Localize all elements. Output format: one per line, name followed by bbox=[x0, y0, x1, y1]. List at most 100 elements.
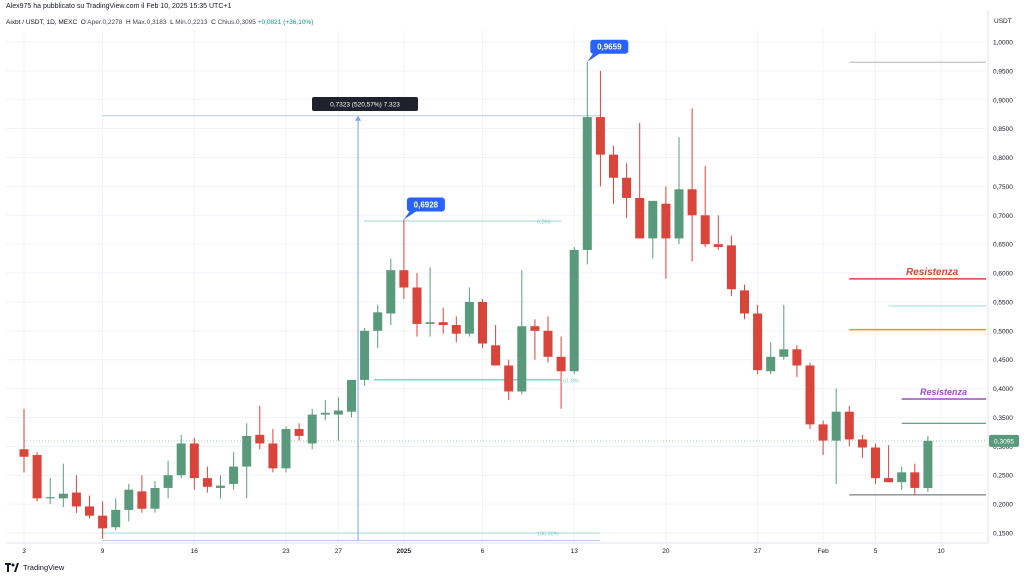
candle bbox=[163, 460, 173, 499]
candle bbox=[307, 408, 317, 450]
candle-body bbox=[294, 429, 304, 436]
fib-label: 100,00% bbox=[537, 532, 559, 538]
y-tick-label: 0,7500 bbox=[993, 184, 1013, 191]
candle-body bbox=[884, 478, 894, 483]
candle-body bbox=[111, 509, 121, 528]
candle bbox=[674, 137, 684, 245]
x-tick-label: 3 bbox=[22, 548, 26, 555]
candle bbox=[753, 304, 763, 375]
candle bbox=[58, 463, 68, 508]
measure-arrow-icon bbox=[355, 115, 362, 121]
candle bbox=[202, 466, 212, 493]
candle bbox=[543, 316, 553, 363]
candle-body bbox=[923, 440, 933, 489]
candle bbox=[412, 273, 422, 337]
candle bbox=[189, 437, 199, 490]
candle bbox=[805, 362, 815, 430]
candle-body bbox=[399, 270, 409, 288]
x-tick-label: Feb bbox=[817, 548, 829, 555]
candle-body bbox=[687, 189, 697, 216]
x-tick-label: 27 bbox=[754, 548, 762, 555]
candle-body bbox=[726, 245, 736, 290]
candle-body bbox=[268, 443, 278, 469]
candle bbox=[504, 359, 514, 401]
high-letter: H bbox=[125, 19, 131, 26]
candle-body bbox=[281, 429, 291, 469]
candle bbox=[661, 186, 671, 279]
candle bbox=[373, 304, 383, 349]
candle-body bbox=[425, 322, 435, 324]
tradingview-footer[interactable]: TradingView bbox=[5, 563, 64, 572]
candle-body bbox=[491, 345, 501, 366]
candle bbox=[844, 405, 854, 447]
candle-body bbox=[792, 349, 802, 366]
candle bbox=[150, 481, 160, 513]
candle bbox=[98, 501, 108, 539]
candle-body bbox=[635, 197, 645, 239]
candle-body bbox=[674, 189, 684, 239]
y-tick-label: 0,9000 bbox=[993, 97, 1013, 104]
candle bbox=[766, 342, 776, 375]
candle bbox=[582, 61, 592, 265]
y-tick-label: 0,8500 bbox=[993, 126, 1013, 133]
candle bbox=[648, 200, 658, 259]
candle-body bbox=[740, 290, 749, 314]
candle bbox=[438, 307, 448, 334]
candle-body bbox=[386, 270, 396, 314]
candle bbox=[451, 316, 461, 343]
candle bbox=[137, 475, 147, 513]
candle-body bbox=[595, 117, 605, 155]
callout-box bbox=[406, 197, 445, 212]
y-tick-label: 0,2000 bbox=[993, 502, 1013, 509]
candle bbox=[726, 235, 736, 297]
candle bbox=[517, 270, 527, 395]
y-tick-label: 0,9500 bbox=[993, 68, 1013, 75]
candle-body bbox=[137, 491, 147, 509]
candle-body bbox=[216, 485, 225, 488]
y-tick-label: 0,4000 bbox=[993, 386, 1013, 393]
x-tick-label: 16 bbox=[191, 548, 199, 555]
candle bbox=[792, 345, 802, 378]
candle-body bbox=[347, 379, 356, 412]
candle-body bbox=[478, 301, 487, 344]
y-tick-label: 0,5000 bbox=[993, 328, 1013, 335]
candle bbox=[32, 452, 42, 502]
price-callout: 0,6928 bbox=[403, 197, 445, 220]
candle-body bbox=[32, 455, 42, 499]
symbol-label[interactable]: Aixbt / USDT, 1D, MEXC bbox=[6, 19, 78, 26]
x-tick-label: 5 bbox=[874, 548, 878, 555]
candle-body bbox=[517, 326, 527, 392]
callout-pointer bbox=[587, 51, 603, 62]
x-tick-label: 13 bbox=[571, 548, 579, 555]
candle bbox=[569, 247, 579, 375]
tradingview-logo-icon bbox=[5, 563, 19, 572]
candle-body bbox=[19, 449, 29, 457]
close-value: Chius.0,3095 bbox=[217, 19, 256, 26]
candle bbox=[556, 336, 566, 409]
candle-body bbox=[753, 313, 763, 371]
x-tick-label: 23 bbox=[282, 548, 290, 555]
candle-body bbox=[897, 472, 907, 483]
y-tick-label: 0,3500 bbox=[993, 415, 1013, 422]
measure-label-bg bbox=[312, 97, 418, 111]
candle bbox=[425, 267, 435, 337]
x-tick-label: 10 bbox=[937, 548, 945, 555]
candle bbox=[320, 400, 330, 421]
price-tag-bg bbox=[989, 434, 1019, 447]
candle-body bbox=[530, 326, 540, 331]
candle bbox=[871, 443, 880, 484]
candle bbox=[229, 452, 239, 490]
candle-body bbox=[622, 177, 632, 198]
candle bbox=[333, 397, 343, 441]
y-tick-label: 0,3000 bbox=[993, 444, 1013, 451]
candle bbox=[19, 408, 29, 473]
candle bbox=[779, 304, 789, 360]
y-tick-label: 0,5500 bbox=[993, 299, 1013, 306]
price-callout: 0,9659 bbox=[587, 39, 629, 62]
current-price-tag: 0,3095 bbox=[989, 434, 1019, 447]
candle-body bbox=[766, 356, 776, 372]
candle bbox=[595, 70, 605, 187]
candle-body bbox=[373, 312, 383, 331]
candle bbox=[622, 163, 632, 219]
